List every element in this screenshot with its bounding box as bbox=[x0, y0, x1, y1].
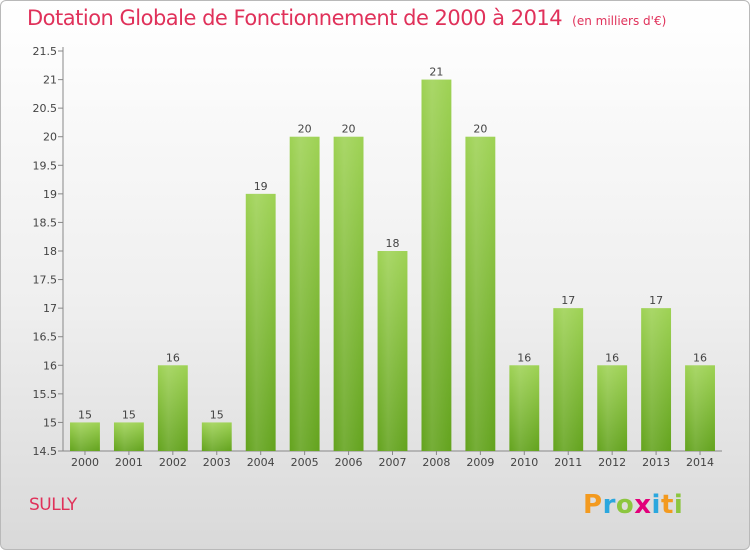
commune-name: SULLY bbox=[29, 495, 77, 515]
y-tick-label: 18.5 bbox=[33, 216, 58, 229]
bar-value-label: 17 bbox=[649, 294, 663, 307]
x-tick-label: 2004 bbox=[247, 456, 275, 469]
bar-highlight bbox=[113, 422, 144, 451]
bar-highlight bbox=[685, 365, 715, 451]
bar-value-label: 18 bbox=[386, 237, 400, 250]
bar-highlight bbox=[553, 308, 584, 451]
y-tick-label: 19.5 bbox=[33, 159, 58, 172]
x-tick-label: 2000 bbox=[71, 456, 99, 469]
x-tick-label: 2005 bbox=[291, 456, 319, 469]
bar-value-label: 16 bbox=[166, 351, 180, 364]
y-tick-label: 17 bbox=[43, 302, 57, 315]
proxiti-logo: Proxiti bbox=[583, 490, 683, 520]
bar-highlight bbox=[421, 79, 452, 452]
logo-letter: o bbox=[615, 490, 635, 520]
y-tick-label: 20 bbox=[43, 131, 57, 144]
bar-highlight bbox=[245, 193, 276, 451]
bar-value-label: 15 bbox=[122, 408, 136, 421]
logo-letter: r bbox=[602, 490, 616, 520]
logo-letter: x bbox=[634, 490, 652, 520]
bar-value-label: 17 bbox=[561, 294, 575, 307]
logo-letter: t bbox=[660, 490, 674, 520]
bar-highlight bbox=[509, 365, 540, 451]
y-tick-label: 21 bbox=[43, 74, 57, 87]
x-tick-label: 2008 bbox=[422, 456, 450, 469]
x-tick-label: 2014 bbox=[686, 456, 714, 469]
bar-highlight bbox=[70, 422, 100, 451]
bar-value-label: 20 bbox=[298, 123, 312, 136]
y-tick-label: 16 bbox=[43, 359, 57, 372]
y-tick-label: 15.5 bbox=[33, 388, 58, 401]
bar-value-label: 15 bbox=[78, 408, 92, 421]
x-tick-label: 2001 bbox=[115, 456, 143, 469]
bar-value-label: 16 bbox=[605, 351, 619, 364]
bar-value-label: 21 bbox=[429, 66, 443, 79]
bar-value-label: 15 bbox=[210, 408, 224, 421]
logo-letter: P bbox=[583, 490, 603, 520]
bar-highlight bbox=[465, 136, 496, 451]
y-tick-label: 21.5 bbox=[33, 45, 58, 58]
y-tick-label: 20.5 bbox=[33, 102, 58, 115]
x-tick-label: 2013 bbox=[642, 456, 670, 469]
x-tick-label: 2002 bbox=[159, 456, 187, 469]
chart-title: Dotation Globale de Fonctionnement de 20… bbox=[27, 6, 666, 30]
y-tick-label: 14.5 bbox=[33, 445, 58, 458]
x-tick-label: 2006 bbox=[335, 456, 363, 469]
y-tick-label: 15 bbox=[43, 416, 57, 429]
bar-value-label: 19 bbox=[254, 180, 268, 193]
bar-highlight bbox=[333, 136, 364, 451]
x-tick-label: 2009 bbox=[466, 456, 494, 469]
bar-highlight bbox=[377, 251, 408, 451]
bar-value-label: 16 bbox=[517, 351, 531, 364]
x-tick-label: 2012 bbox=[598, 456, 626, 469]
chart-title-text: Dotation Globale de Fonctionnement de 20… bbox=[27, 6, 563, 30]
bar-value-label: 16 bbox=[693, 351, 707, 364]
bar-value-label: 20 bbox=[342, 123, 356, 136]
logo-letter: i bbox=[651, 490, 661, 520]
bar-highlight bbox=[289, 136, 320, 451]
y-tick-label: 17.5 bbox=[33, 274, 58, 287]
bar-highlight bbox=[157, 365, 188, 451]
bar-highlight bbox=[201, 422, 232, 451]
chart-subtitle: (en milliers d'€) bbox=[572, 14, 667, 28]
x-tick-label: 2007 bbox=[379, 456, 407, 469]
y-tick-label: 16.5 bbox=[33, 331, 58, 344]
x-tick-label: 2010 bbox=[510, 456, 538, 469]
y-tick-label: 19 bbox=[43, 188, 57, 201]
bar-highlight bbox=[597, 365, 628, 451]
bar-value-label: 20 bbox=[473, 123, 487, 136]
x-tick-label: 2003 bbox=[203, 456, 231, 469]
logo-letter: i bbox=[673, 490, 684, 520]
y-tick-label: 18 bbox=[43, 245, 57, 258]
bar-highlight bbox=[641, 308, 672, 451]
x-tick-label: 2011 bbox=[554, 456, 582, 469]
